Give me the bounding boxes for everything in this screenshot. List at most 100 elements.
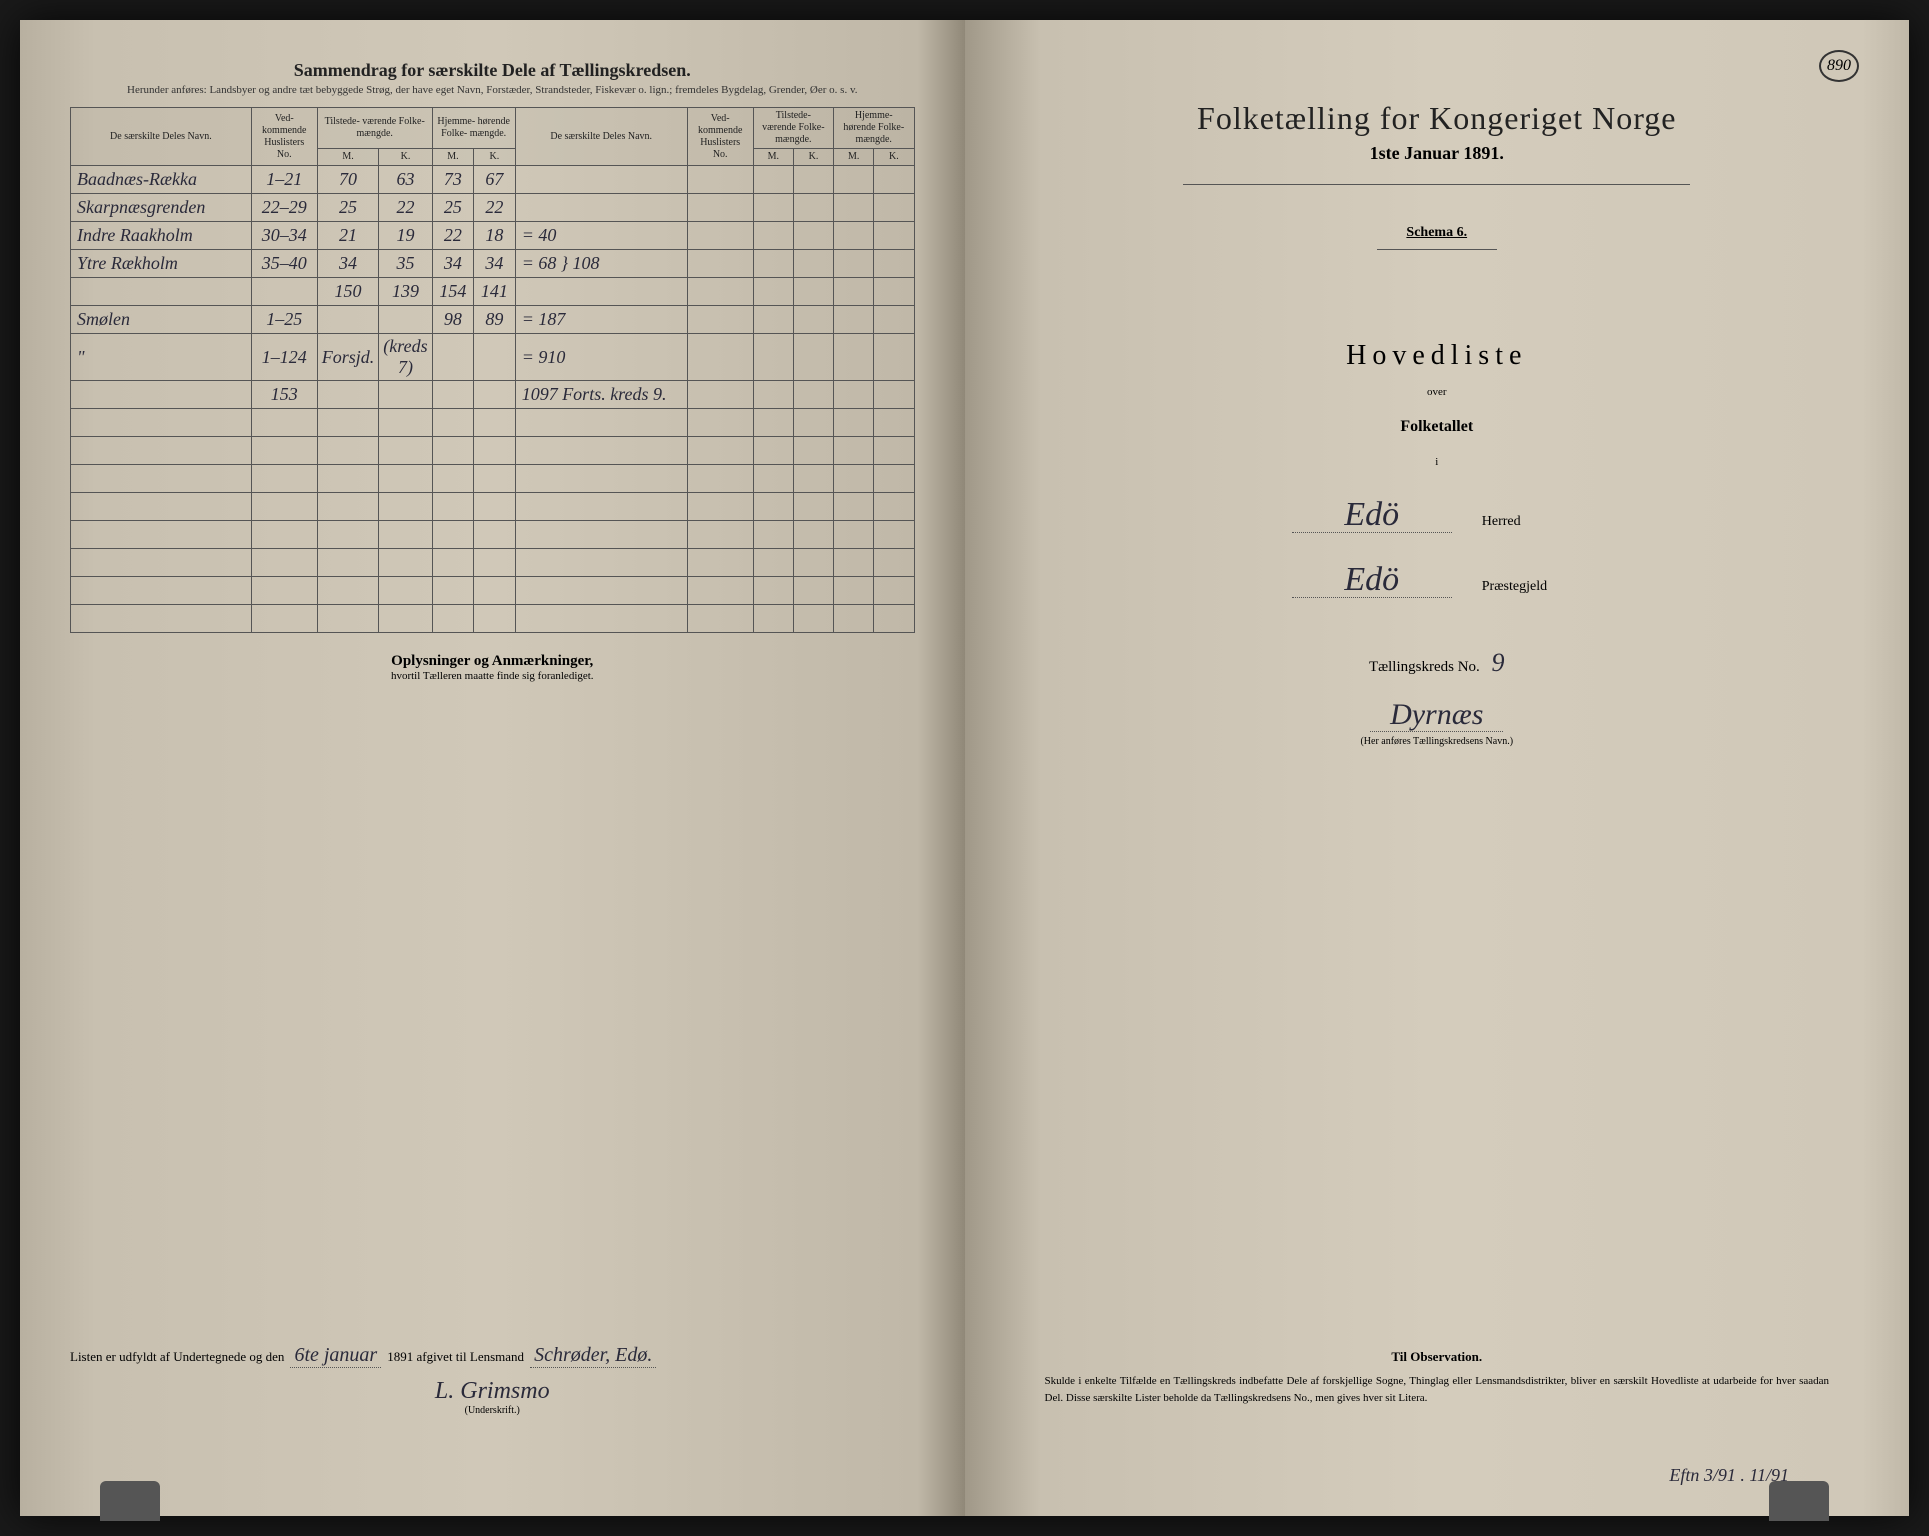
th-name2: De særskilte Deles Navn. (515, 108, 687, 166)
table-cell (793, 222, 833, 250)
table-cell (687, 278, 753, 306)
table-cell (251, 577, 317, 605)
table-cell: 22 (474, 194, 516, 222)
table-cell (379, 381, 432, 409)
table-cell (874, 493, 914, 521)
prest-value: Edö (1292, 563, 1452, 598)
table-cell (474, 381, 516, 409)
table-row (71, 549, 915, 577)
table-cell (793, 521, 833, 549)
table-cell (874, 166, 914, 194)
table-cell (432, 381, 474, 409)
table-cell (432, 437, 474, 465)
table-cell (687, 409, 753, 437)
sig-line: Listen er udfyldt af Undertegnede og den… (70, 1344, 915, 1368)
left-title: Sammendrag for særskilte Dele af Tælling… (70, 60, 915, 81)
table-cell (753, 250, 793, 278)
table-cell (793, 334, 833, 381)
table-cell (753, 166, 793, 194)
table-cell (317, 493, 379, 521)
table-cell (687, 437, 753, 465)
table-row (71, 409, 915, 437)
table-cell: Indre Raakholm (71, 222, 252, 250)
table-cell (71, 521, 252, 549)
table-cell (687, 194, 753, 222)
divider-short (1377, 249, 1497, 250)
th-tilstede2: Tilstede- værende Folke- mængde. (753, 108, 833, 149)
table-cell (432, 605, 474, 633)
table-cell (753, 465, 793, 493)
table-cell: 22–29 (251, 194, 317, 222)
obs-text: Skulde i enkelte Tilfælde en Tællingskre… (1045, 1373, 1830, 1406)
table-cell (71, 605, 252, 633)
table-cell (793, 437, 833, 465)
kreds-row: Tællingskreds No. 9 (1015, 648, 1860, 678)
table-cell: 67 (474, 166, 516, 194)
table-cell: 70 (317, 166, 379, 194)
table-cell (753, 278, 793, 306)
table-cell (874, 409, 914, 437)
table-cell (515, 409, 687, 437)
table-cell (379, 577, 432, 605)
table-cell (793, 465, 833, 493)
table-cell (874, 577, 914, 605)
table-cell (251, 549, 317, 577)
table-cell (432, 577, 474, 605)
observation-section: Til Observation. Skulde i enkelte Tilfæl… (1045, 1349, 1830, 1406)
table-cell: 22 (379, 194, 432, 222)
table-cell: 34 (432, 250, 474, 278)
table-cell (515, 437, 687, 465)
table-cell (317, 306, 379, 334)
table-cell (71, 409, 252, 437)
herred-value: Edö (1292, 498, 1452, 533)
table-cell: = 187 (515, 306, 687, 334)
table-cell (251, 605, 317, 633)
table-cell (474, 577, 516, 605)
table-cell: Ytre Rækholm (71, 250, 252, 278)
table-cell (515, 521, 687, 549)
table-cell (379, 306, 432, 334)
table-cell (474, 465, 516, 493)
table-cell (432, 334, 474, 381)
table-cell (687, 549, 753, 577)
table-cell (71, 278, 252, 306)
table-cell (251, 278, 317, 306)
table-cell: 139 (379, 278, 432, 306)
book-spread: Sammendrag for særskilte Dele af Tælling… (20, 20, 1909, 1516)
table-cell (793, 250, 833, 278)
table-cell (834, 166, 874, 194)
table-cell (687, 334, 753, 381)
table-cell: 19 (379, 222, 432, 250)
table-cell (687, 465, 753, 493)
table-cell (793, 549, 833, 577)
table-row: 150139154141 (71, 278, 915, 306)
table-cell (251, 465, 317, 493)
page-number: 890 (1819, 50, 1859, 82)
table-cell (317, 549, 379, 577)
table-cell (317, 409, 379, 437)
table-row: Baadnæs-Rækka1–2170637367 (71, 166, 915, 194)
th-k2: K. (474, 149, 516, 166)
table-cell (793, 278, 833, 306)
table-cell: Forsjd. (317, 334, 379, 381)
table-cell: 22 (432, 222, 474, 250)
table-cell: Baadnæs-Rækka (71, 166, 252, 194)
table-cell: 154 (432, 278, 474, 306)
table-cell (793, 409, 833, 437)
table-cell (474, 493, 516, 521)
table-cell: 1–21 (251, 166, 317, 194)
sig-label: (Underskrift.) (70, 1405, 915, 1416)
table-cell (793, 493, 833, 521)
table-cell: = 68 } 108 (515, 250, 687, 278)
table-cell (834, 437, 874, 465)
table-cell (515, 166, 687, 194)
over-label: over (1015, 386, 1860, 398)
th-m3: M. (753, 149, 793, 166)
table-cell (687, 605, 753, 633)
table-cell (793, 306, 833, 334)
table-cell (687, 493, 753, 521)
table-cell (753, 381, 793, 409)
table-cell (474, 409, 516, 437)
table-row (71, 437, 915, 465)
table-cell (874, 381, 914, 409)
